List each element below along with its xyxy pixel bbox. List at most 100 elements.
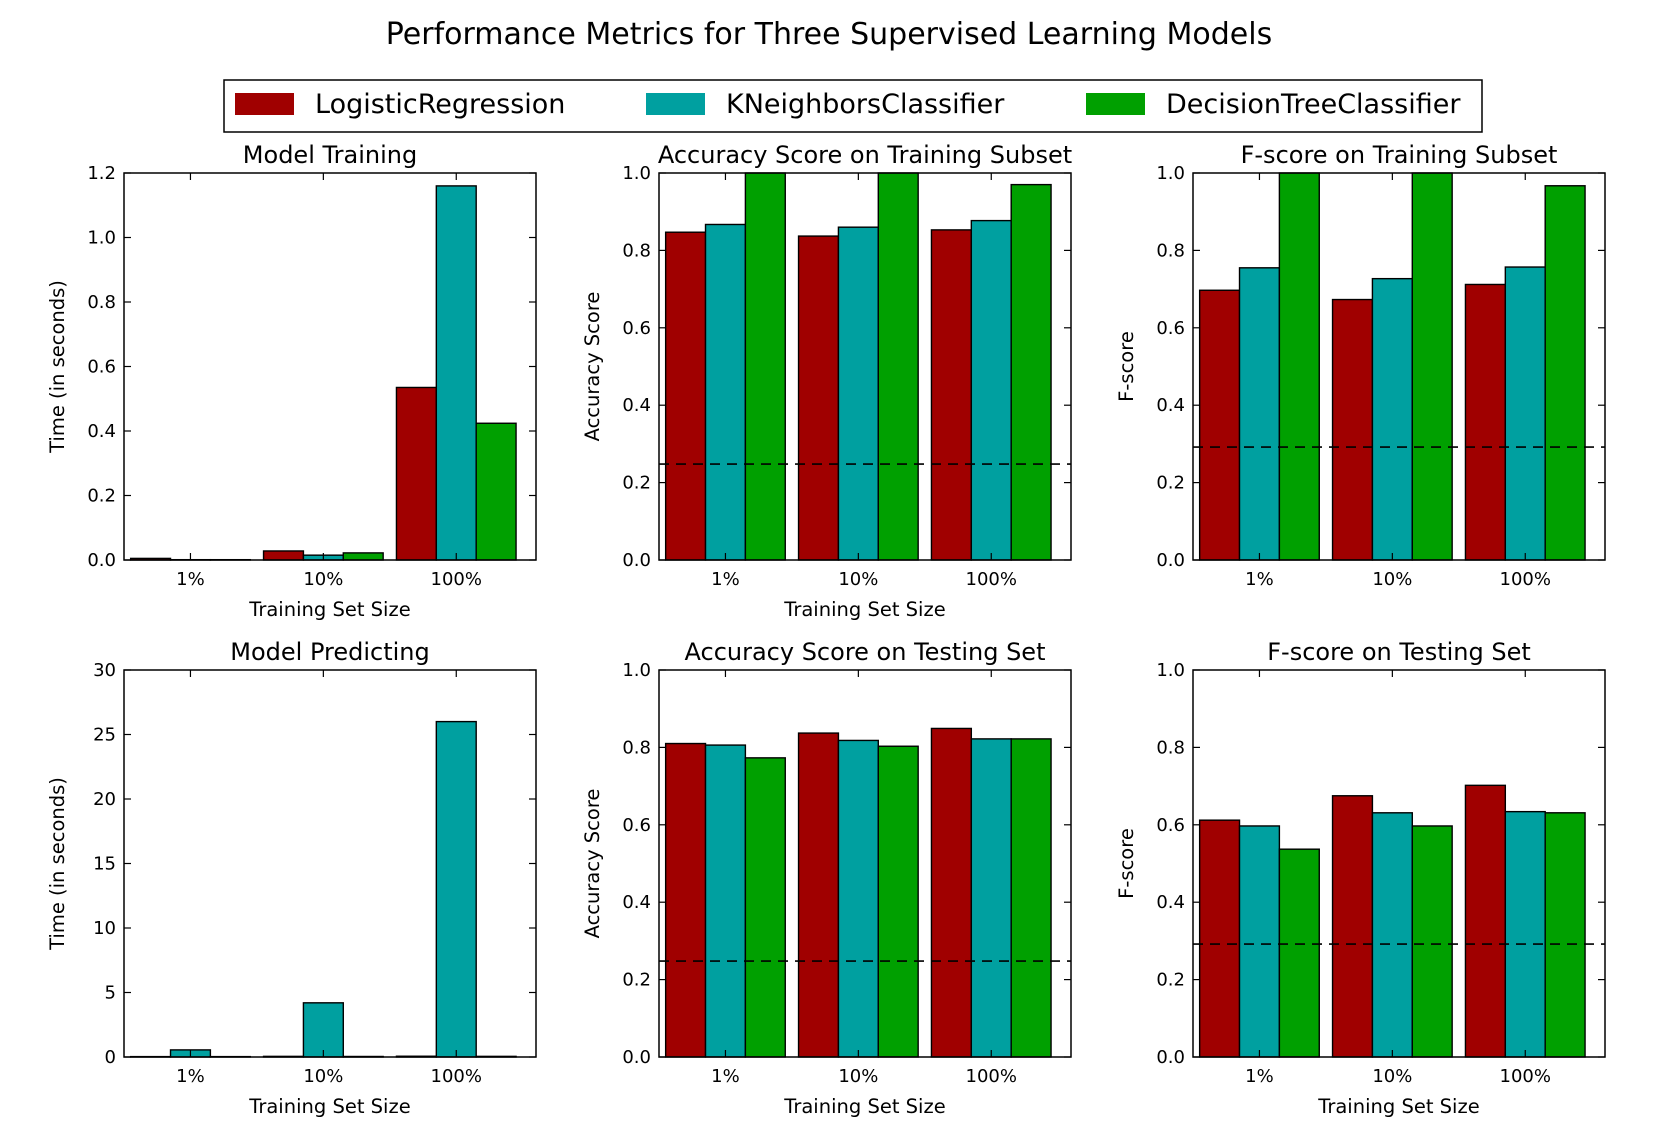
bar [1371,277,1413,561]
bar [262,550,305,561]
y-tick-label: 1.0 [622,660,651,681]
y-axis-label: Time (in seconds) [46,777,69,951]
y-tick-label: 10 [93,918,116,939]
bar [1238,825,1281,1058]
bar [342,552,384,561]
x-tick-label: 1% [1245,569,1274,590]
y-tick-label: 0.2 [622,970,651,991]
y-axis-label: Accuracy Score [581,789,604,939]
bar [1010,183,1052,561]
subplot: 0.0 0.2 0.4 0.6 0.8 1.0 1.2 1% 10% 100% Model Trai… [46,141,537,621]
y-tick-label: 0 [105,1047,116,1068]
axes-frame [1192,669,1606,1058]
y-tick-label: 0.4 [622,892,651,913]
bar [970,219,1012,561]
x-tick-label: 1% [711,569,740,590]
bar [970,738,1012,1058]
y-tick-label: 1.0 [622,163,651,184]
y-tick-label: 0.2 [87,486,116,507]
legend-swatch [235,93,294,115]
subplot-title: Model Training [243,141,417,169]
bar [797,235,840,561]
y-tick-label: 0.0 [1156,550,1185,571]
bar [1544,812,1586,1058]
x-tick-label: 1% [1245,1066,1274,1087]
bar [664,742,707,1058]
y-tick-label: 1.0 [87,228,116,249]
bar [1331,298,1374,561]
figure-title: Performance Metrics for Three Supervised… [386,17,1272,52]
axes-frame [1192,172,1606,561]
axes-frame [123,669,537,1058]
bar [302,1002,344,1058]
y-tick-label: 0.6 [622,318,651,339]
y-tick-label: 0.8 [622,240,651,261]
x-tick-label: 10% [838,1066,878,1087]
subplot: 0.0 0.2 0.4 0.6 0.8 1.0 1% 10% 100% Accuracy Scor… [581,638,1072,1118]
x-tick-label: 10% [1372,569,1412,590]
y-tick-label: 0.4 [1156,892,1185,913]
y-tick-label: 20 [93,789,116,810]
y-tick-label: 0.8 [622,737,651,758]
y-tick-label: 0.2 [1156,473,1185,494]
y-tick-label: 30 [93,660,116,681]
bar [1504,810,1546,1058]
x-axis-label: Training Set Size [248,1095,410,1118]
bar [435,185,477,561]
y-tick-label: 0.2 [622,473,651,494]
y-tick-label: 0.4 [87,421,116,442]
subplot: 0.0 0.2 0.4 0.6 0.8 1.0 1% 10% 100% F-score on Te… [1115,638,1606,1118]
y-tick-label: 1.2 [87,163,116,184]
x-axis-label: Training Set Size [1317,1095,1479,1118]
bar [837,226,879,561]
y-tick-label: 0.4 [622,395,651,416]
bar [1411,825,1453,1058]
legend: LogisticRegression KNeighborsClassifier De… [223,79,1483,133]
legend-swatch [1086,93,1145,115]
y-tick-label: 5 [105,983,116,1004]
legend-label: DecisionTreeClassifier [1166,89,1461,120]
subplot: 0 5 10 15 20 25 30 1% 10% 100% Model Predicting Tra… [46,638,537,1118]
y-tick-label: 0.8 [1156,240,1185,261]
y-tick-label: 25 [93,725,116,746]
bar [1010,738,1052,1058]
subplot-title: Accuracy Score on Training Subset [658,141,1072,169]
bar [704,744,747,1058]
bar [1371,812,1413,1058]
y-axis-label: Accuracy Score [581,292,604,442]
y-axis-label: F-score [1115,331,1138,402]
axes-frame [123,172,537,561]
x-axis-label: Training Set Size [783,598,945,621]
bar [395,386,438,561]
y-axis-label: Time (in seconds) [46,280,69,454]
bar [744,172,786,561]
x-tick-label: 10% [1372,1066,1412,1087]
bar [797,732,840,1058]
bar [1198,289,1241,561]
subplots: 0.0 0.2 0.4 0.6 0.8 1.0 1.2 1% 10% 100% Model Trai… [46,141,1606,1118]
y-tick-label: 0.4 [1156,395,1185,416]
bar [930,229,973,561]
legend-label: LogisticRegression [315,89,565,120]
legend-label: KNeighborsClassifier [726,89,1005,120]
bar [744,757,786,1058]
y-axis-label: F-score [1115,828,1138,899]
subplot-title: Model Predicting [230,638,429,666]
y-tick-label: 0.0 [87,550,116,571]
y-tick-label: 1.0 [1156,660,1185,681]
bar [435,720,477,1058]
x-axis-label: Training Set Size [248,598,410,621]
bar [664,231,707,561]
y-tick-label: 0.2 [1156,970,1185,991]
bar [837,739,879,1058]
x-tick-label: 100% [431,569,482,590]
x-tick-label: 1% [176,1066,205,1087]
axes-frame [658,172,1072,561]
y-tick-label: 1.0 [1156,163,1185,184]
bar [1238,267,1281,561]
bar [877,745,919,1058]
y-tick-label: 0.0 [1156,1047,1185,1068]
x-axis-label: Training Set Size [783,1095,945,1118]
y-tick-label: 0.0 [622,1047,651,1068]
